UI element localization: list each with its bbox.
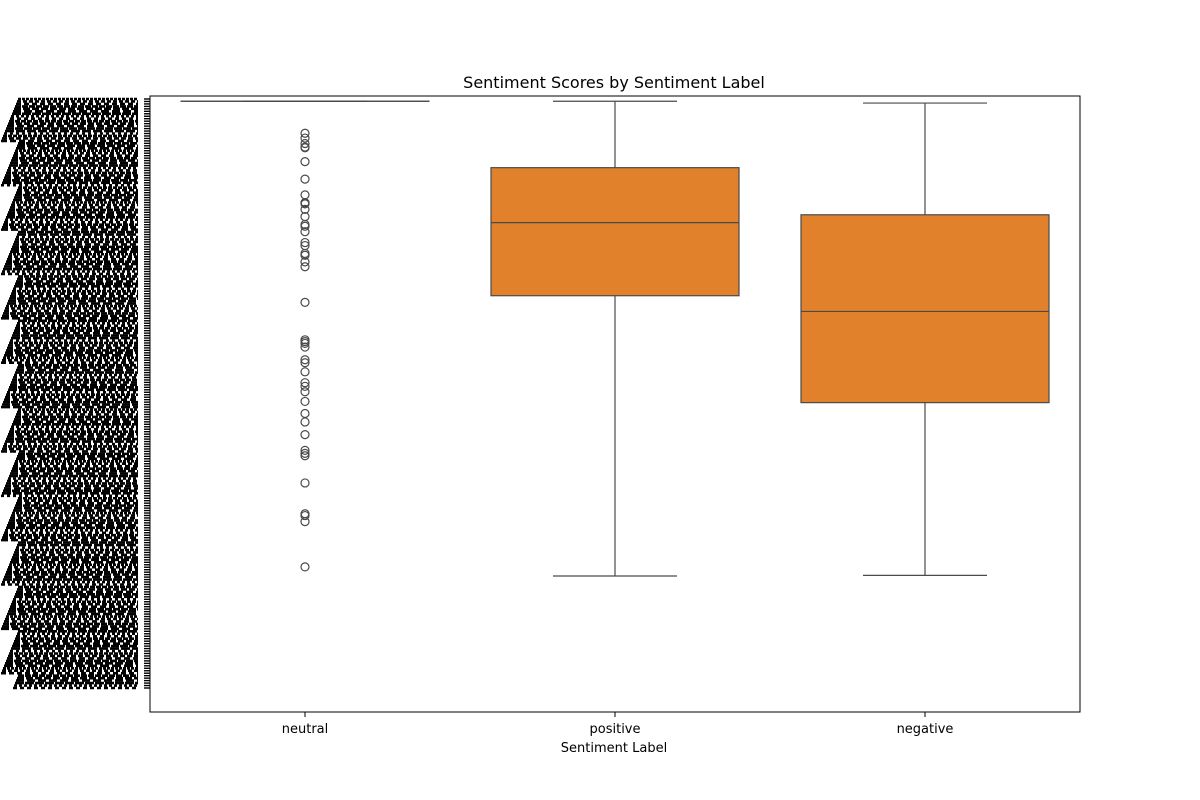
boxes-layer — [180, 100, 1050, 577]
chart-title: Sentiment Scores by Sentiment Label — [463, 73, 765, 92]
outlier-point — [300, 408, 310, 419]
outlier-point — [300, 478, 310, 488]
outlier-point — [300, 445, 310, 455]
outlier-point — [300, 221, 310, 231]
outlier-point — [300, 338, 310, 349]
outlier-point — [300, 378, 310, 388]
x-ticks: neutral positive negative — [282, 712, 954, 737]
box-iqr — [490, 167, 740, 297]
box-group-negative — [800, 102, 1050, 576]
outlier-point — [300, 396, 310, 407]
outlier-point — [300, 509, 310, 519]
outlier-point — [300, 297, 310, 307]
outlier-point — [300, 250, 310, 260]
box-group-neutral — [180, 100, 430, 572]
outlier-point — [300, 342, 310, 352]
outlier-point — [300, 199, 310, 209]
outlier-point — [300, 174, 310, 184]
outlier-point — [300, 367, 310, 377]
x-tick-label: negative — [897, 722, 954, 737]
outlier-point — [300, 257, 310, 267]
outlier-point — [300, 355, 310, 365]
outlier-point — [300, 430, 310, 440]
outlier-point — [300, 451, 310, 461]
outlier-point — [300, 138, 310, 149]
outlier-point — [300, 387, 310, 397]
x-tick-label: positive — [590, 722, 641, 737]
outlier-point — [300, 562, 310, 572]
outlier-point — [300, 248, 310, 259]
outlier-point — [300, 262, 310, 272]
outlier-point — [300, 517, 310, 527]
outlier-point — [300, 190, 310, 200]
outlier-point — [300, 128, 310, 138]
outlier-point — [300, 157, 310, 167]
outlier-point — [300, 133, 310, 143]
outlier-point — [300, 448, 310, 458]
outlier-point — [300, 417, 310, 427]
box-iqr — [800, 214, 1050, 404]
outlier-point — [300, 237, 310, 248]
box-group-positive — [490, 100, 740, 577]
outlier-point — [300, 142, 310, 152]
x-axis-label: Sentiment Label — [561, 741, 667, 756]
outlier-point — [300, 510, 310, 521]
outlier-point — [300, 204, 310, 214]
x-tick-label: neutral — [282, 722, 329, 737]
outlier-point — [300, 381, 310, 391]
y-tick-labels — [1, 97, 150, 690]
outlier-point — [300, 227, 310, 237]
outlier-point — [300, 358, 310, 368]
